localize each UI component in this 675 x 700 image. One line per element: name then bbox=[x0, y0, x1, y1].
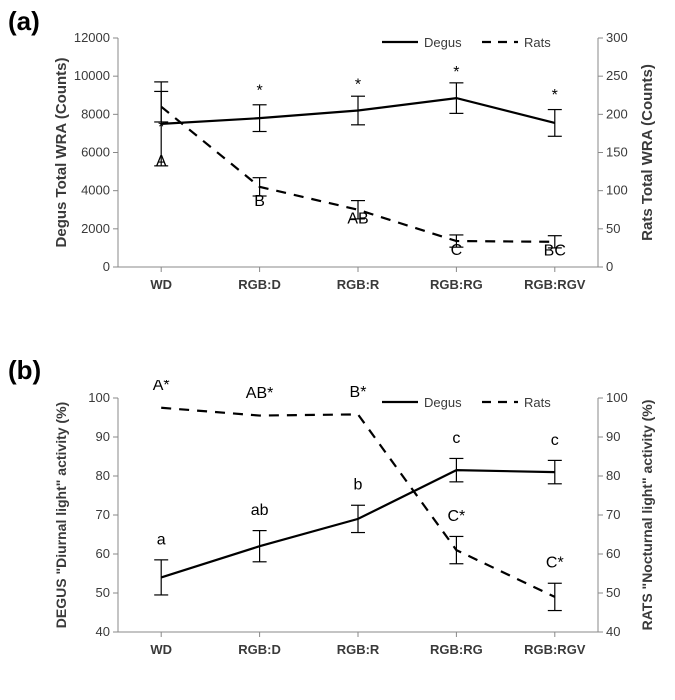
svg-text:Rats Total WRA (Counts): Rats Total WRA (Counts) bbox=[639, 64, 656, 241]
svg-text:90: 90 bbox=[606, 429, 620, 444]
svg-text:60: 60 bbox=[96, 546, 110, 561]
svg-text:Rats: Rats bbox=[524, 35, 551, 50]
svg-text:80: 80 bbox=[96, 468, 110, 483]
svg-text:4000: 4000 bbox=[81, 183, 110, 198]
svg-text:ab: ab bbox=[251, 502, 269, 519]
svg-text:*: * bbox=[552, 87, 558, 104]
svg-text:100: 100 bbox=[606, 183, 628, 198]
svg-text:RATS "Nocturnal light" activit: RATS "Nocturnal light" activity (%) bbox=[639, 400, 655, 631]
svg-text:A: A bbox=[156, 153, 167, 170]
svg-text:BC: BC bbox=[544, 243, 566, 260]
svg-text:80: 80 bbox=[606, 468, 620, 483]
svg-text:2000: 2000 bbox=[81, 221, 110, 236]
svg-text:90: 90 bbox=[96, 429, 110, 444]
svg-text:200: 200 bbox=[606, 106, 628, 121]
svg-text:Degus Total WRA (Counts): Degus Total WRA (Counts) bbox=[53, 58, 70, 248]
svg-text:12000: 12000 bbox=[74, 30, 110, 45]
panel-label-a: (a) bbox=[8, 6, 40, 37]
chart-b: 40 50 60 70 80 90 100 40 50 60 70 80 90 100 WD RGB:D RGB… bbox=[50, 380, 670, 680]
svg-text:70: 70 bbox=[96, 507, 110, 522]
svg-text:AB: AB bbox=[347, 210, 368, 227]
svg-text:40: 40 bbox=[606, 624, 620, 639]
svg-text:C*: C* bbox=[546, 555, 564, 572]
svg-text:RGB:RGV: RGB:RGV bbox=[524, 277, 586, 292]
svg-text:40: 40 bbox=[96, 624, 110, 639]
svg-text:50: 50 bbox=[606, 221, 620, 236]
svg-text:Degus: Degus bbox=[424, 35, 462, 50]
svg-text:*: * bbox=[453, 64, 459, 81]
svg-text:C: C bbox=[451, 242, 463, 259]
svg-text:B*: B* bbox=[350, 384, 367, 401]
svg-text:AB*: AB* bbox=[246, 385, 274, 402]
svg-text:RGB:R: RGB:R bbox=[337, 277, 380, 292]
svg-text:RGB:RG: RGB:RG bbox=[430, 277, 483, 292]
svg-text:RGB:RGV: RGB:RGV bbox=[524, 642, 586, 657]
svg-text:100: 100 bbox=[88, 390, 110, 405]
svg-text:300: 300 bbox=[606, 30, 628, 45]
svg-text:*: * bbox=[355, 77, 361, 94]
svg-text:RGB:RG: RGB:RG bbox=[430, 642, 483, 657]
svg-text:70: 70 bbox=[606, 507, 620, 522]
svg-text:10000: 10000 bbox=[74, 68, 110, 83]
svg-text:50: 50 bbox=[96, 585, 110, 600]
svg-text:60: 60 bbox=[606, 546, 620, 561]
svg-text:WD: WD bbox=[150, 277, 172, 292]
svg-text:150: 150 bbox=[606, 145, 628, 160]
svg-text:*: * bbox=[256, 82, 262, 99]
svg-text:6000: 6000 bbox=[81, 145, 110, 160]
svg-text:RGB:D: RGB:D bbox=[238, 277, 281, 292]
svg-text:Degus: Degus bbox=[424, 395, 462, 410]
chart-a: 0 2000 4000 6000 8000 10000 12000 0 50 100 150 200 2… bbox=[50, 20, 670, 315]
svg-text:b: b bbox=[354, 477, 363, 494]
svg-text:c: c bbox=[551, 432, 559, 449]
svg-text:WD: WD bbox=[150, 642, 172, 657]
svg-text:250: 250 bbox=[606, 68, 628, 83]
svg-text:100: 100 bbox=[606, 390, 628, 405]
svg-text:Rats: Rats bbox=[524, 395, 551, 410]
svg-text:RGB:R: RGB:R bbox=[337, 642, 380, 657]
svg-text:C*: C* bbox=[448, 508, 466, 525]
panel-label-b: (b) bbox=[8, 355, 41, 386]
svg-text:B: B bbox=[254, 193, 265, 210]
svg-text:A*: A* bbox=[153, 380, 170, 394]
svg-text:DEGUS "Diurnal light" activity: DEGUS "Diurnal light" activity (%) bbox=[53, 402, 69, 628]
svg-text:*: * bbox=[158, 119, 164, 136]
svg-text:0: 0 bbox=[103, 259, 110, 274]
svg-text:c: c bbox=[452, 430, 460, 447]
svg-text:RGB:D: RGB:D bbox=[238, 642, 281, 657]
svg-text:a: a bbox=[157, 531, 166, 548]
svg-text:8000: 8000 bbox=[81, 106, 110, 121]
svg-text:50: 50 bbox=[606, 585, 620, 600]
svg-text:0: 0 bbox=[606, 259, 613, 274]
